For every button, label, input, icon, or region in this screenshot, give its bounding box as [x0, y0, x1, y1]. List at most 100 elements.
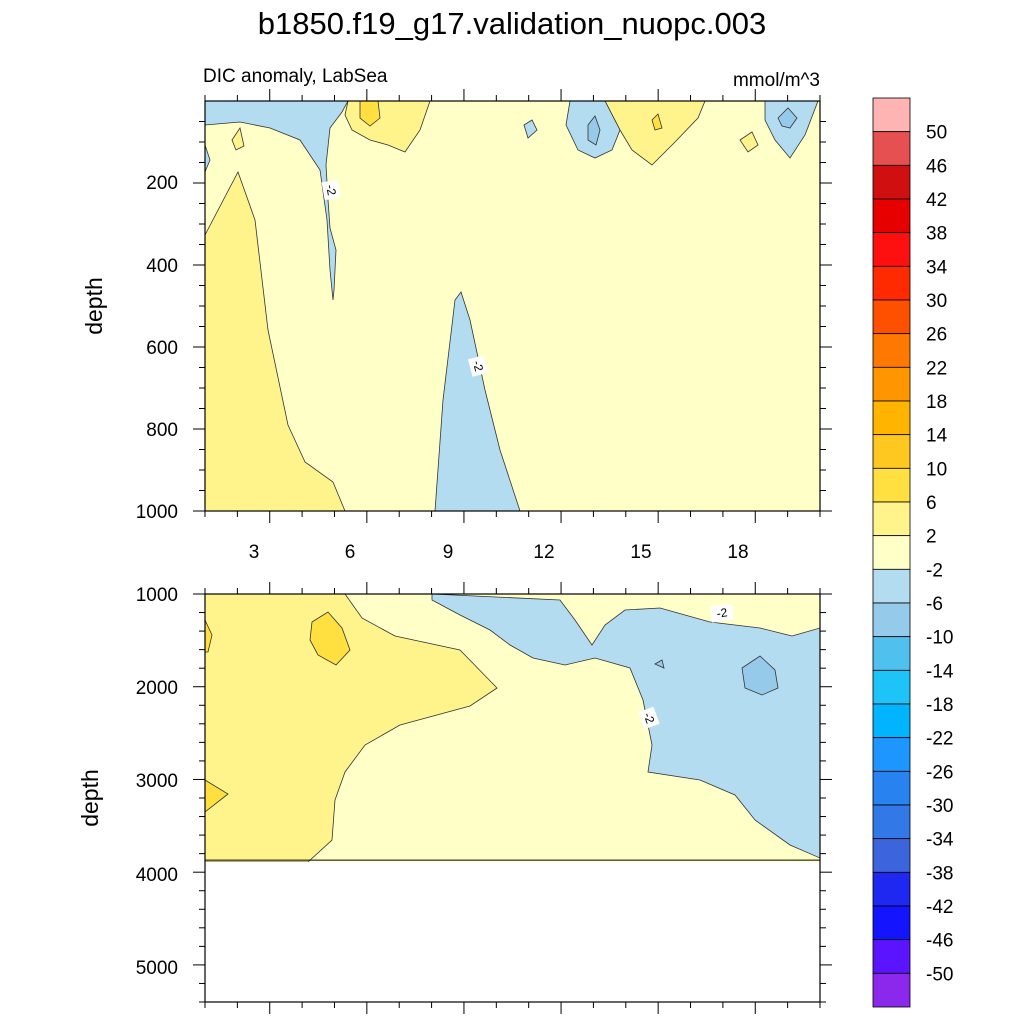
lower-negative-region [431, 594, 820, 859]
colorbar-label: 30 [926, 291, 947, 312]
upper-y-tick-400: 400 [146, 256, 178, 277]
colorbar-label: 46 [926, 156, 947, 177]
upper-surface-positive-3 [739, 131, 759, 153]
lower-y-tick-1000: 1000 [136, 585, 178, 606]
upper-surface-negative-3 [764, 101, 819, 159]
subtitle-left: DIC anomaly, LabSea [203, 66, 388, 87]
colorbar-swatch [872, 265, 911, 301]
upper-surface-core-1 [359, 101, 381, 127]
lower-panel: 1000 2000 3000 4000 5000 depth -2 -2 [77, 582, 832, 1014]
colorbar-label: -38 [926, 863, 953, 884]
colorbar-swatch [872, 737, 911, 772]
upper-y-axis-label: depth [81, 277, 107, 335]
colorbar-swatch [872, 905, 911, 941]
colorbar-label: -42 [926, 897, 953, 918]
lower-contour-label-2: -2 [638, 706, 660, 730]
colorbar-label: -26 [926, 762, 953, 783]
colorbar-swatch [872, 804, 911, 840]
colorbar-swatch [872, 770, 911, 806]
lower-y-tick-3000: 3000 [136, 771, 178, 792]
svg-text:-2: -2 [470, 359, 486, 373]
lower-contour-label-1: -2 [709, 603, 735, 623]
colorbar-swatch [872, 467, 911, 503]
lower-y-tick-5000: 5000 [136, 958, 178, 979]
colorbar-label: 22 [926, 358, 947, 379]
upper-negative-tongue [434, 291, 521, 511]
subtitle-right: mmol/m^3 [733, 70, 820, 91]
upper-y-tick-600: 600 [146, 338, 178, 359]
colorbar-label: -6 [926, 594, 943, 615]
upper-surface-core-3 [587, 115, 601, 146]
colorbar-label: -34 [926, 830, 954, 851]
upper-surface-core-2 [651, 113, 663, 131]
lower-y-tick-2000: 2000 [136, 678, 178, 699]
x-tick-18: 18 [727, 542, 748, 563]
colorbar-label: 42 [926, 190, 947, 211]
colorbar-label: 26 [926, 325, 947, 346]
colorbar-swatch [872, 131, 911, 166]
colorbar-swatch [872, 97, 911, 133]
colorbar-label: -14 [926, 661, 954, 682]
upper-y-tick-800: 800 [146, 420, 178, 441]
colorbar-swatch [872, 602, 911, 638]
colorbar-label: 14 [926, 426, 948, 447]
colorbar-label: 18 [926, 392, 947, 413]
x-tick-6: 6 [345, 542, 356, 563]
colorbar-label: 2 [926, 527, 937, 548]
x-tick-12: 12 [533, 542, 554, 563]
lower-negative-core-2 [654, 659, 665, 669]
upper-y-tick-1000: 1000 [136, 502, 178, 523]
colorbar-swatch [872, 535, 911, 570]
lower-axis-ticks [193, 582, 832, 1014]
colorbar-swatch [872, 232, 911, 267]
lower-positive-core-1 [309, 611, 351, 666]
svg-text:-2: -2 [641, 711, 658, 726]
colorbar-label: 50 [926, 123, 947, 144]
x-tick-9: 9 [443, 542, 454, 563]
colorbar-label: -18 [926, 695, 953, 716]
colorbar-swatch [872, 434, 911, 469]
colorbar-swatch [872, 568, 911, 604]
colorbar: 50 46 42 38 34 30 26 22 18 14 10 6 2 -2 -6 -10 -14 -18 -22… [872, 97, 954, 1008]
upper-surface-core-4 [777, 107, 798, 129]
colorbar-swatch [872, 636, 911, 671]
svg-text:-2: -2 [716, 605, 729, 620]
upper-contour-label-2: -2 [467, 355, 489, 377]
lower-negative-core-1 [741, 655, 779, 696]
colorbar-swatch [872, 400, 911, 436]
colorbar-label: -22 [926, 729, 953, 750]
colorbar-label: 38 [926, 224, 947, 245]
colorbar-swatch [872, 669, 911, 705]
colorbar-label: 10 [926, 459, 947, 480]
colorbar-swatch [872, 501, 911, 537]
colorbar-label: 34 [926, 257, 948, 278]
upper-surface-positive-2 [604, 101, 706, 166]
colorbar-swatch [872, 164, 911, 200]
lower-positive-region [205, 594, 498, 862]
colorbar-label: -46 [926, 931, 953, 952]
colorbar-label: 6 [926, 493, 937, 514]
lower-y-axis-label: depth [77, 769, 103, 827]
x-tick-15: 15 [630, 542, 651, 563]
colorbar-label: -10 [926, 628, 953, 649]
svg-text:-2: -2 [323, 184, 339, 197]
upper-edge-negative [205, 144, 211, 173]
colorbar-label: -2 [926, 560, 943, 581]
colorbar-label: -50 [926, 964, 953, 985]
colorbar-swatch [872, 838, 911, 873]
upper-background-field [205, 101, 820, 511]
colorbar-swatch [872, 972, 911, 1008]
upper-positive-region [205, 171, 346, 511]
upper-surface-negative [205, 101, 349, 301]
upper-contour-label-1: -2 [321, 179, 341, 201]
chart-title: b1850.f19_g17.validation_nuopc.003 [258, 6, 767, 41]
colorbar-swatch [872, 703, 911, 739]
colorbar-swatch [872, 333, 911, 368]
upper-surface-negative-4 [523, 119, 538, 139]
colorbar-swatch [872, 366, 911, 402]
lower-positive-core-2 [205, 779, 229, 813]
x-tick-3: 3 [249, 542, 260, 563]
upper-panel: 200 400 600 800 1000 3 6 9 12 15 18 dept… [81, 89, 832, 563]
colorbar-swatch [872, 939, 911, 974]
